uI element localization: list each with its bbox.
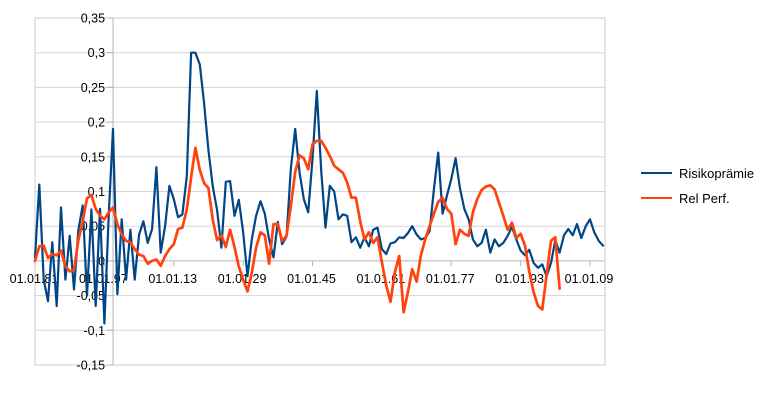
legend-label-relperf: Rel Perf. [679, 190, 730, 206]
series-line-relperf [33, 139, 561, 314]
y-axis-label: 0,35 [81, 12, 105, 26]
y-axis-label: -0,05 [77, 289, 106, 303]
legend-line-swatch-risikopraemie [641, 172, 672, 174]
x-axis-label: 01.01.81 [10, 272, 59, 286]
y-axis-label: 0,25 [81, 81, 105, 95]
chart-legend: Risikoprämie Rel Perf. [641, 165, 754, 215]
legend-item-relperf: Rel Perf. [641, 190, 754, 206]
legend-item-risikopraemie: Risikoprämie [641, 165, 754, 181]
x-axis-label: 01.01.09 [565, 272, 614, 286]
y-axis-label: 0,3 [88, 46, 105, 60]
legend-label-risikopraemie: Risikoprämie [679, 165, 755, 181]
x-axis-label: 01.01.13 [148, 272, 197, 286]
y-axis-label: -0,15 [77, 359, 106, 373]
x-axis-label: 01.01.61 [357, 272, 406, 286]
plot-border [34, 17, 606, 366]
x-axis-label: 01.01.77 [426, 272, 475, 286]
y-axis-label: -0,1 [84, 324, 106, 338]
y-axis-label: 0,15 [81, 150, 105, 164]
series-line-risikopraemie [33, 51, 605, 325]
legend-line-swatch-relperf [641, 197, 672, 199]
x-axis-label: 01.01.45 [287, 272, 336, 286]
y-axis-label: 0,2 [88, 116, 105, 130]
x-axis-label: 01.01.93 [495, 272, 544, 286]
